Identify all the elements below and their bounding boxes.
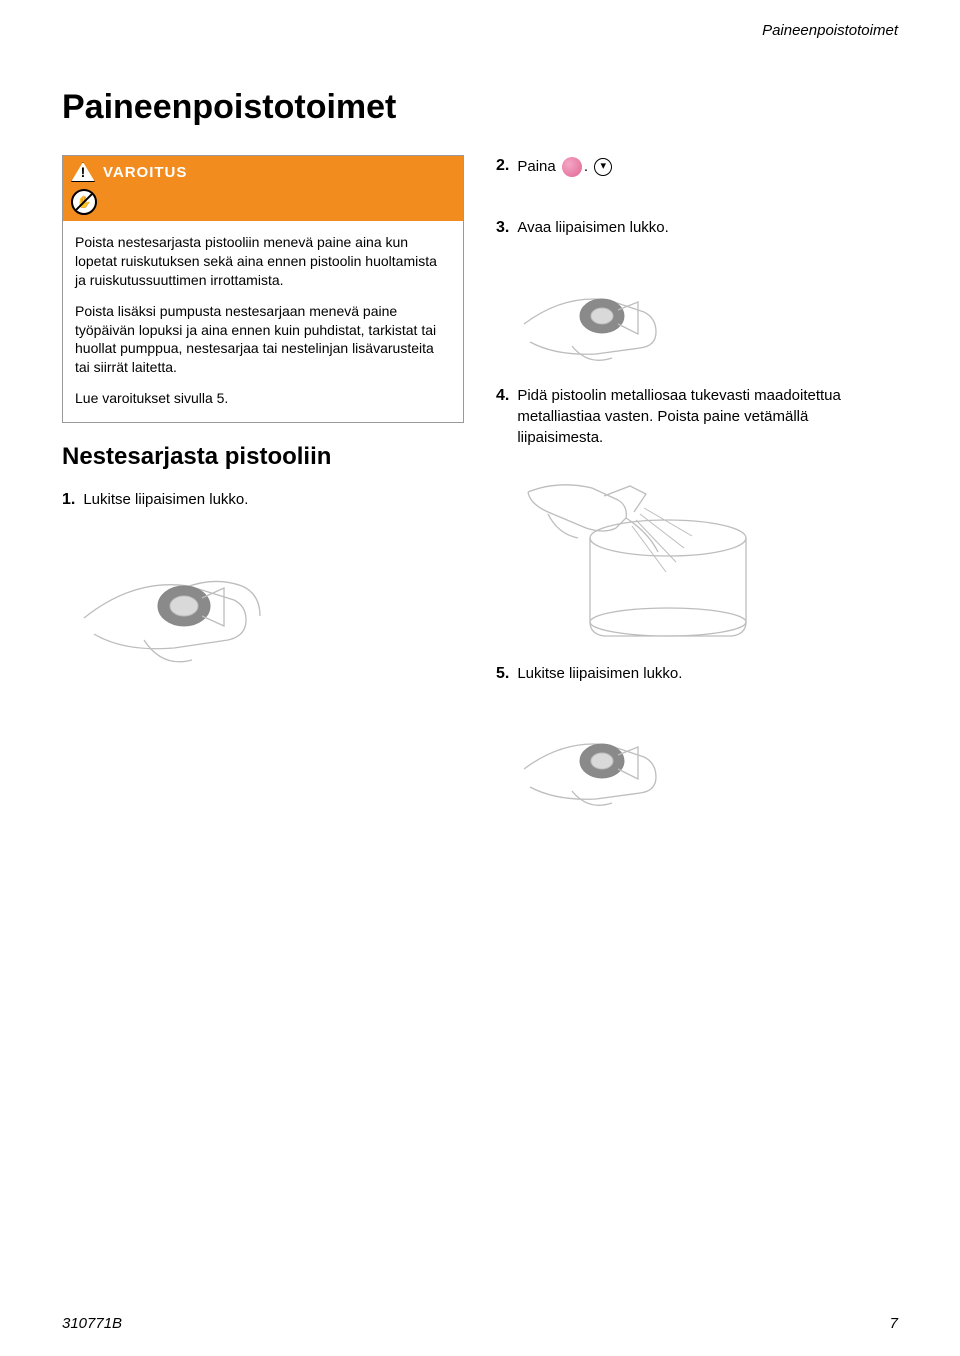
step-3: 3. Avaa liipaisimen lukko. xyxy=(496,217,898,239)
illustration-spray-into-container xyxy=(508,462,768,642)
warning-body: Poista nestesarjasta pistooliin menevä p… xyxy=(63,221,463,422)
step-5: 5. Lukitse liipaisimen lukko. xyxy=(496,663,898,685)
warning-paragraph: Poista nestesarjasta pistooliin menevä p… xyxy=(75,233,451,290)
step-text: Lukitse liipaisimen lukko. xyxy=(517,663,682,684)
step-number: 1. xyxy=(62,489,75,511)
step-number: 5. xyxy=(496,663,509,685)
section-title: Nestesarjasta pistooliin xyxy=(62,443,464,471)
warning-callout: ! VAROITUS ✋ Poista nestesarjasta pistoo… xyxy=(62,155,464,423)
press-button-icon xyxy=(562,157,582,177)
step-number: 3. xyxy=(496,217,509,239)
spacer xyxy=(496,187,898,217)
page-title: Paineenpoistotoimet xyxy=(62,88,898,127)
footer-doc-id: 310771B xyxy=(62,1315,122,1332)
step-2: 2. Paina . xyxy=(496,155,898,177)
step-number: 2. xyxy=(496,155,509,177)
warning-icon-row: ✋ xyxy=(63,188,463,221)
step-text: Pidä pistoolin metalliosaa tukevasti maa… xyxy=(517,385,898,448)
left-column: ! VAROITUS ✋ Poista nestesarjasta pistoo… xyxy=(62,155,464,830)
warning-label: VAROITUS xyxy=(103,164,187,181)
running-header: Paineenpoistotoimet xyxy=(762,22,898,39)
down-arrow-icon xyxy=(594,158,612,176)
step-1: 1. Lukitse liipaisimen lukko. xyxy=(62,489,464,511)
illustration-trigger-lock-1 xyxy=(74,528,294,668)
right-column: 2. Paina . 3. Avaa liipaisimen lukko. 4.… xyxy=(496,155,898,830)
step-text-b: . xyxy=(584,158,588,175)
step-text-a: Paina xyxy=(517,158,555,175)
no-hand-icon: ✋ xyxy=(71,189,97,215)
step-text: Paina . xyxy=(517,156,612,177)
warning-paragraph: Lue varoitukset sivulla 5. xyxy=(75,389,451,408)
illustration-trigger-lock-2 xyxy=(516,699,686,809)
footer-page-number: 7 xyxy=(890,1315,898,1332)
warning-paragraph: Poista lisäksi pumpusta nestesarjaan men… xyxy=(75,302,451,378)
two-column-layout: ! VAROITUS ✋ Poista nestesarjasta pistoo… xyxy=(62,155,898,830)
illustration-trigger-unlock xyxy=(516,254,686,364)
step-4: 4. Pidä pistoolin metalliosaa tukevasti … xyxy=(496,385,898,448)
step-text: Avaa liipaisimen lukko. xyxy=(517,217,668,238)
warning-header: ! VAROITUS xyxy=(63,156,463,188)
page-footer: 310771B 7 xyxy=(62,1315,898,1332)
step-number: 4. xyxy=(496,385,509,407)
step-text: Lukitse liipaisimen lukko. xyxy=(83,489,248,510)
warning-triangle-icon: ! xyxy=(71,162,95,182)
